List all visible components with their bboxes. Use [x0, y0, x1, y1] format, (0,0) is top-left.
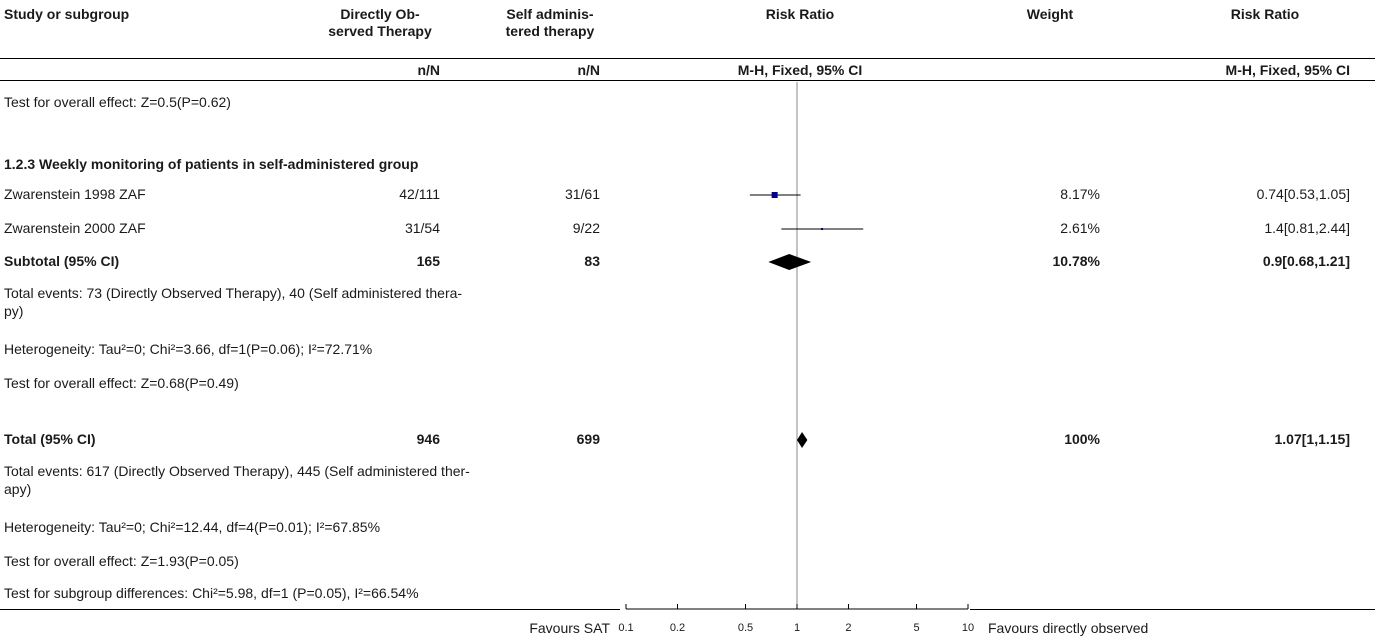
prev-overall-effect: Test for overall effect: Z=0.5(P=0.62): [4, 94, 231, 110]
study-weight: 8.17%: [1060, 186, 1100, 202]
header-bottom-rule: [0, 80, 1375, 81]
study-weight: 2.61%: [1060, 220, 1100, 236]
favours-right-label: Favours directly observed: [988, 620, 1149, 636]
header-exp-line2: served Therapy: [328, 23, 432, 39]
study-point-marker: [771, 192, 778, 198]
study-exp: 42/111: [399, 186, 440, 202]
x-tick-label: 0.2: [670, 622, 685, 634]
study-name: Zwarenstein 2000 ZAF: [4, 220, 146, 236]
total-ctl: 699: [576, 431, 600, 447]
x-tick-label: 1: [794, 622, 800, 634]
header-weight: Weight: [1026, 6, 1074, 22]
study-ctl: 9/22: [572, 220, 600, 236]
subgroup-events-line1: Total events: 73 (Directly Observed Ther…: [4, 285, 463, 301]
study-exp: 31/54: [404, 220, 440, 236]
total-events-line1: Total events: 617 (Directly Observed The…: [4, 463, 470, 479]
header-top-rule: [0, 58, 1375, 59]
total-weight: 100%: [1064, 431, 1100, 447]
header-ctl-sub: n/N: [577, 62, 600, 78]
header-rr-plot: Risk Ratio: [765, 6, 835, 22]
x-tick-label: 10: [962, 622, 974, 634]
total-diamond: [797, 432, 808, 448]
subgroup-title: 1.2.3 Weekly monitoring of patients in s…: [4, 156, 419, 172]
favours-left-label: Favours SAT: [529, 620, 610, 636]
header-rr-text-sub: M-H, Fixed, 95% CI: [1225, 62, 1350, 78]
subtotal-exp: 165: [416, 253, 440, 269]
total-events-line2: apy): [4, 481, 32, 497]
total-label: Total (95% CI): [4, 431, 96, 447]
subtotal-ctl: 83: [584, 253, 600, 269]
study-rr: 0.74[0.53,1.05]: [1256, 186, 1350, 202]
subgroup-heterogeneity: Heterogeneity: Tau²=0; Chi²=3.66, df=1(P…: [4, 341, 373, 357]
x-tick-label: 2: [845, 622, 851, 634]
study-ctl: 31/61: [564, 186, 600, 202]
subgroup-differences: Test for subgroup differences: Chi²=5.98…: [4, 585, 419, 601]
total-exp: 946: [416, 431, 440, 447]
subtotal-label: Subtotal (95% CI): [4, 253, 120, 269]
footer-rule-right: [970, 609, 1375, 610]
x-tick-label: 5: [913, 622, 919, 634]
study-point-marker: [820, 228, 823, 230]
subgroup-overall-effect: Test for overall effect: Z=0.68(P=0.49): [4, 375, 239, 391]
subtotal-diamond: [768, 254, 812, 270]
study-name: Zwarenstein 1998 ZAF: [4, 186, 146, 202]
header-study: Study or subgroup: [4, 6, 130, 22]
study-rr: 1.4[0.81,2.44]: [1264, 220, 1350, 236]
footer-rule-left: [0, 609, 620, 610]
subtotal-weight: 10.78%: [1052, 253, 1100, 269]
x-tick-label: 0.1: [618, 622, 633, 634]
header-ctl-line1: Self adminis-: [506, 6, 594, 22]
header-rr-text: Risk Ratio: [1230, 6, 1300, 22]
subgroup-events-line2: py): [4, 303, 24, 319]
header-rr-plot-sub: M-H, Fixed, 95% CI: [737, 62, 863, 78]
header-exp-line1: Directly Ob-: [340, 6, 420, 22]
total-overall-effect: Test for overall effect: Z=1.93(P=0.05): [4, 553, 239, 569]
total-rr: 1.07[1,1.15]: [1274, 431, 1351, 447]
header-exp-sub: n/N: [417, 62, 440, 78]
subtotal-rr: 0.9[0.68,1.21]: [1262, 253, 1350, 269]
total-heterogeneity: Heterogeneity: Tau²=0; Chi²=12.44, df=4(…: [4, 519, 381, 535]
header-ctl-line2: tered therapy: [505, 23, 595, 39]
x-tick-label: 0.5: [738, 622, 753, 634]
